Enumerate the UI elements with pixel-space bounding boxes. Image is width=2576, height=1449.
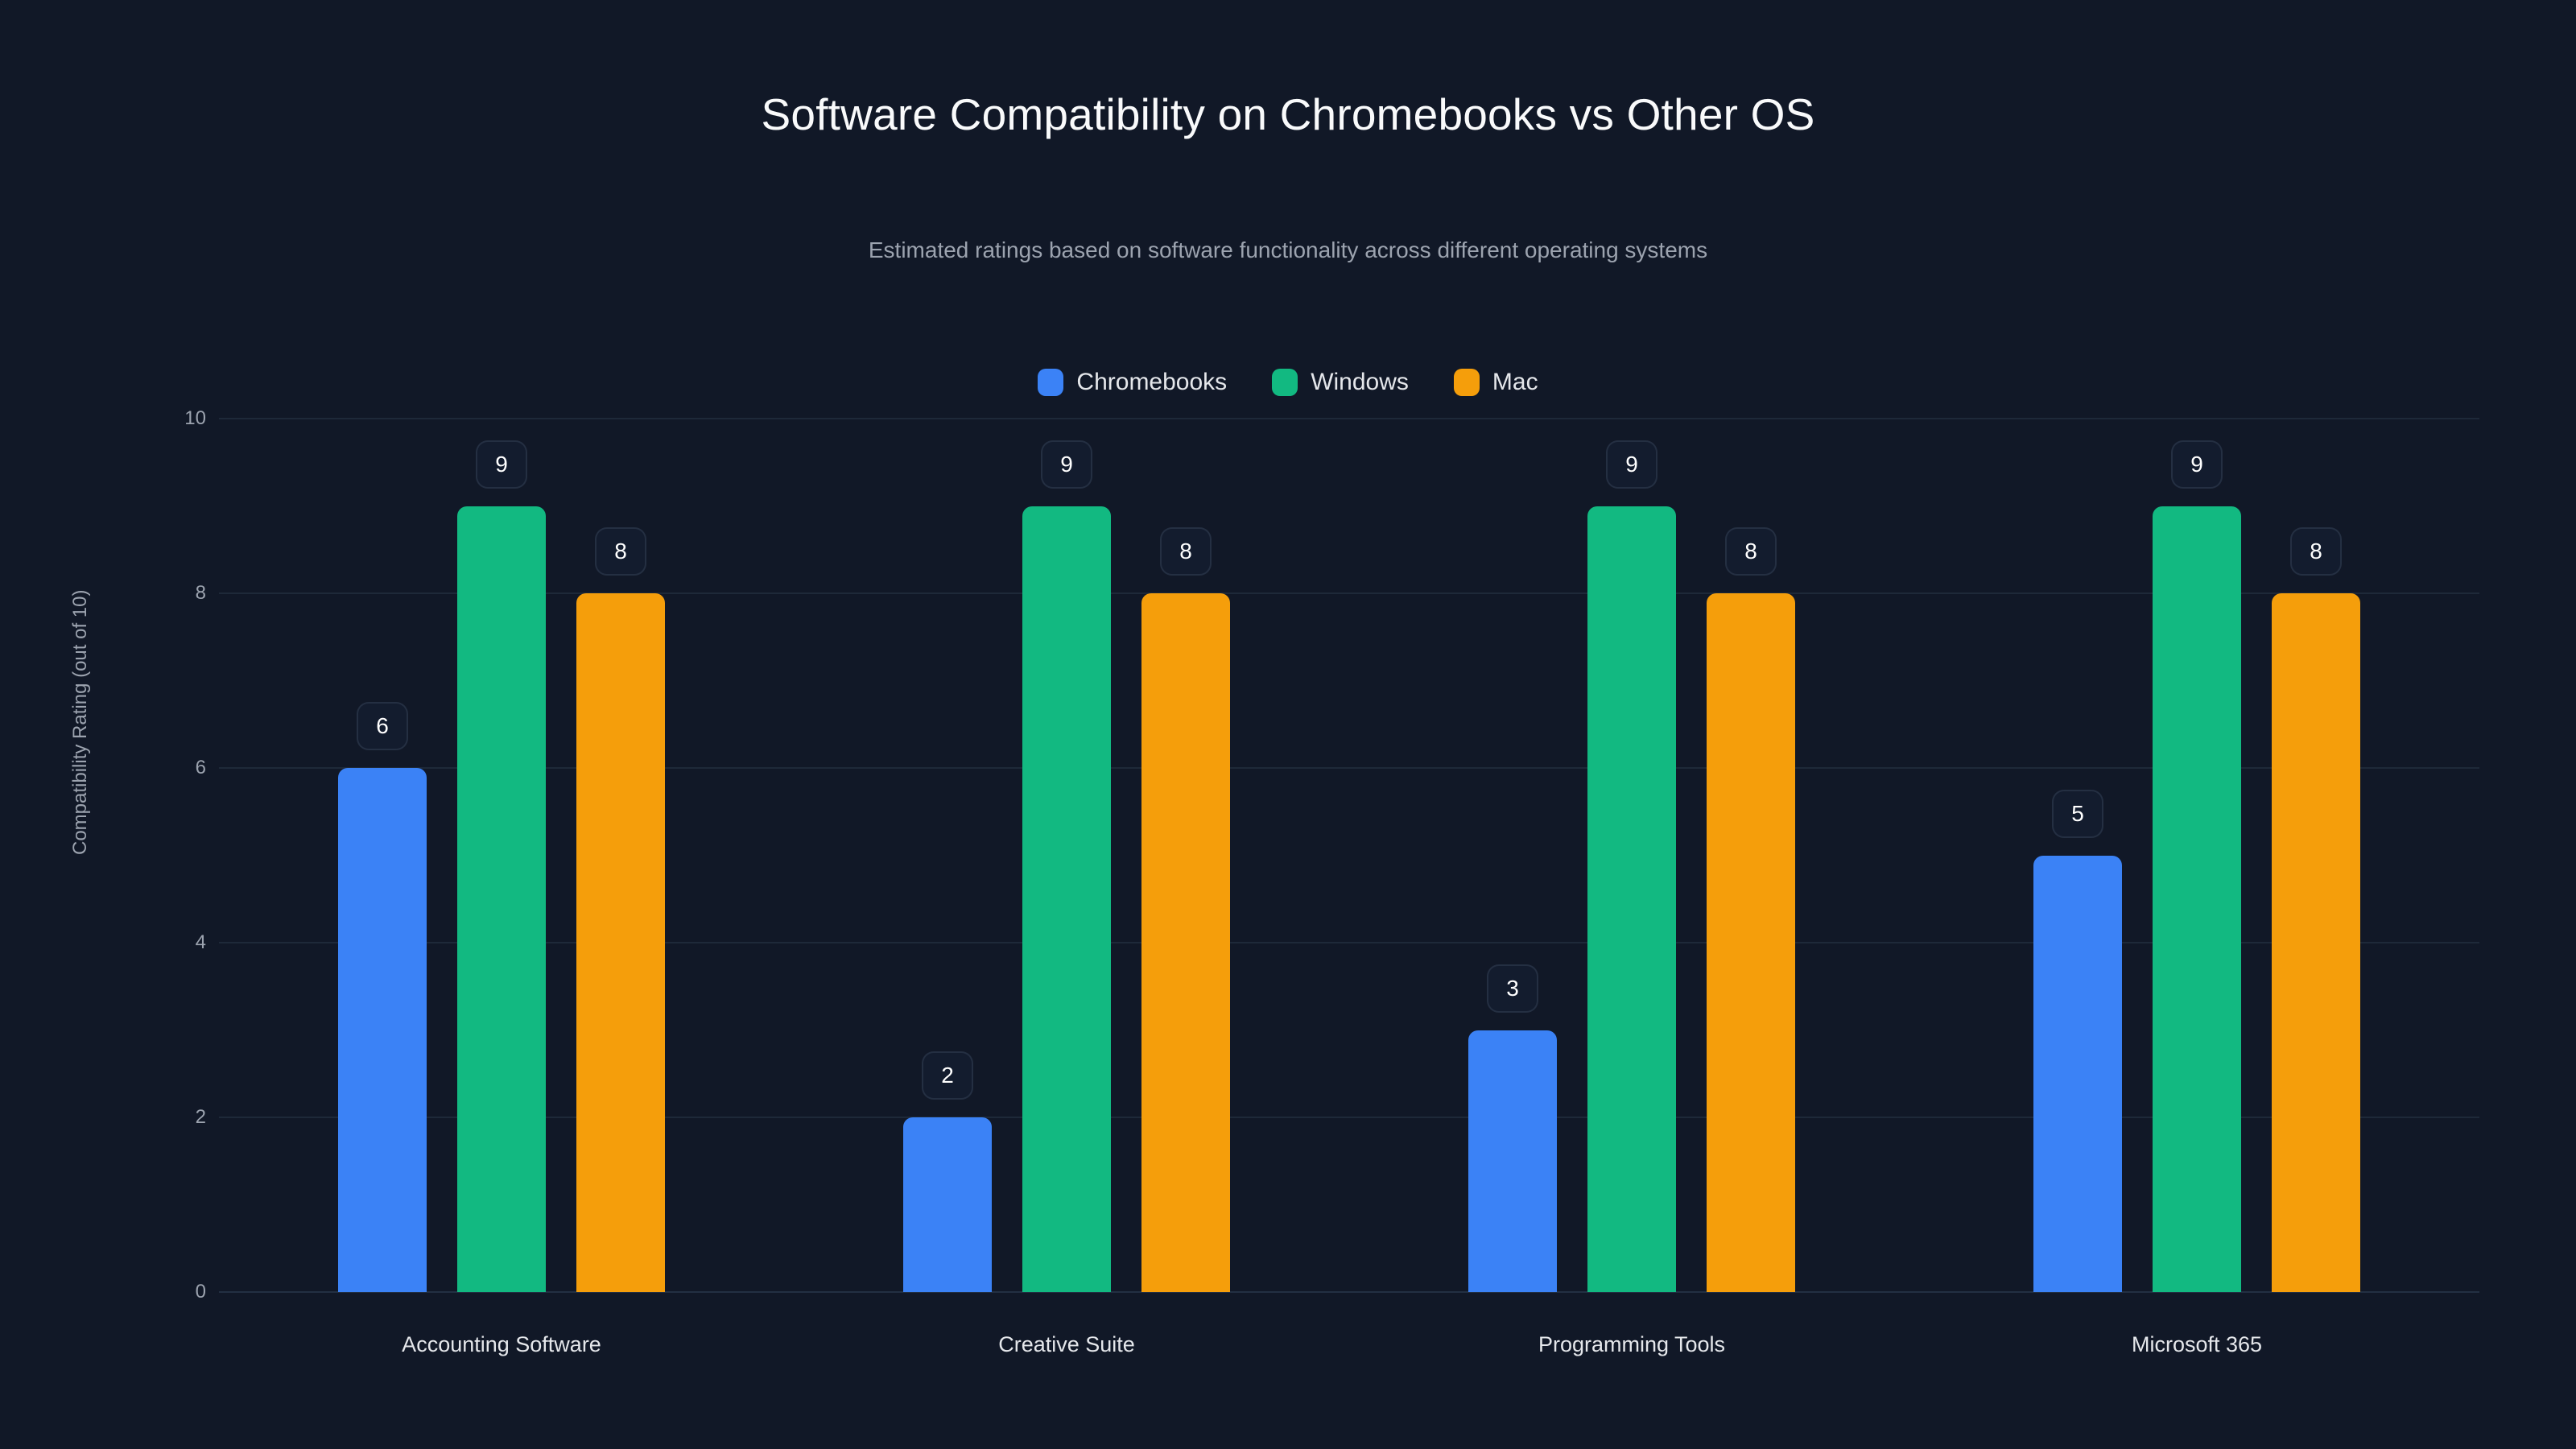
y-axis-title: Compatibility Rating (out of 10) <box>69 589 91 855</box>
bar-chromebooks-1[interactable] <box>903 1117 992 1292</box>
legend-item-chromebooks[interactable]: Chromebooks <box>1038 369 1227 396</box>
gridline <box>219 592 2479 594</box>
bar-value-label: 8 <box>595 527 646 576</box>
bar-mac-3[interactable] <box>2272 593 2360 1292</box>
y-tick-label: 4 <box>195 931 206 953</box>
gridline <box>219 418 2479 419</box>
y-tick-label: 10 <box>184 407 206 429</box>
gridline <box>219 1117 2479 1118</box>
page-subtitle: Estimated ratings based on software func… <box>868 237 1708 262</box>
bar-mac-0[interactable] <box>576 593 665 1292</box>
gridline <box>219 1291 2479 1293</box>
legend-item-label: Windows <box>1311 369 1409 395</box>
bar-value-label: 8 <box>2290 527 2342 576</box>
bar-value-label: 8 <box>1725 527 1777 576</box>
bar-value-label: 3 <box>1487 964 1538 1013</box>
legend-swatch-icon <box>1038 369 1064 396</box>
bar-value-label: 9 <box>1606 440 1657 489</box>
bar-chromebooks-2[interactable] <box>1468 1030 1557 1292</box>
y-tick-label: 0 <box>195 1281 206 1302</box>
bar-value-label: 2 <box>922 1051 973 1100</box>
bar-chromebooks-3[interactable] <box>2033 855 2122 1292</box>
legend-swatch-icon <box>1272 369 1298 396</box>
x-axis-category-label: Accounting Software <box>402 1332 601 1356</box>
plot-area: 6 9 8 2 9 8 3 9 8 5 9 8 <box>219 418 2479 1293</box>
bar-windows-2[interactable] <box>1587 506 1676 1292</box>
bar-value-label: 8 <box>1160 527 1212 576</box>
gridline <box>219 942 2479 943</box>
bar-chromebooks-0[interactable] <box>338 768 427 1292</box>
bar-mac-1[interactable] <box>1141 593 1230 1292</box>
page-title: Software Compatibility on Chromebooks vs… <box>761 89 1815 139</box>
y-tick-label: 8 <box>195 582 206 604</box>
bar-windows-0[interactable] <box>457 506 546 1292</box>
y-tick-label: 2 <box>195 1106 206 1128</box>
y-tick-label: 6 <box>195 757 206 778</box>
legend-item-mac[interactable]: Mac <box>1453 369 1538 396</box>
chart-legend: Chromebooks Windows Mac <box>0 369 2576 396</box>
legend-item-label: Mac <box>1492 369 1538 395</box>
x-axis-category-label: Microsoft 365 <box>2131 1332 2263 1356</box>
bar-value-label: 9 <box>2171 440 2223 489</box>
x-axis-category-label: Programming Tools <box>1538 1332 1726 1356</box>
bar-value-label: 9 <box>1041 440 1092 489</box>
gridline <box>219 767 2479 769</box>
legend-swatch-icon <box>1453 369 1480 396</box>
bar-value-label: 5 <box>2052 789 2103 838</box>
bar-value-label: 6 <box>357 702 408 750</box>
bar-windows-3[interactable] <box>2153 506 2241 1292</box>
bar-mac-2[interactable] <box>1707 593 1795 1292</box>
bar-windows-1[interactable] <box>1022 506 1111 1292</box>
x-axis-category-label: Creative Suite <box>998 1332 1135 1356</box>
bar-value-label: 9 <box>476 440 527 489</box>
legend-item-label: Chromebooks <box>1076 369 1228 395</box>
legend-item-windows[interactable]: Windows <box>1272 369 1409 396</box>
